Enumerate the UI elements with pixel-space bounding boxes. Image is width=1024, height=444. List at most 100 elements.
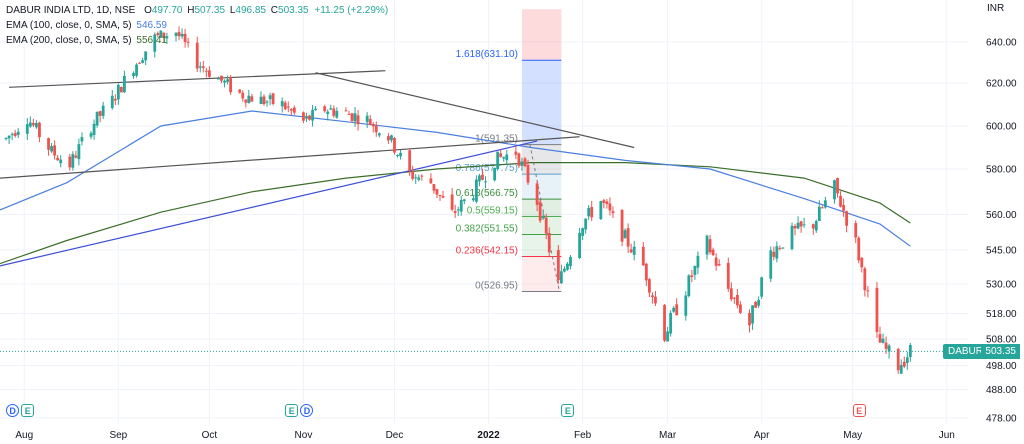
- candle-body: [314, 108, 317, 111]
- earnings-event-icon[interactable]: E: [561, 404, 575, 417]
- ema200-line: [0, 162, 911, 265]
- candle-body: [760, 277, 764, 297]
- fib-level-label: 0.236(542.15): [456, 245, 518, 256]
- candle-body: [863, 268, 867, 291]
- candle-body: [74, 155, 78, 158]
- candle-body: [663, 304, 666, 341]
- candle-body: [757, 299, 761, 306]
- candle-body: [68, 156, 72, 168]
- candle-body: [28, 122, 32, 127]
- candle-body: [578, 232, 581, 258]
- x-tick-label: Nov: [295, 430, 313, 441]
- candle-body: [305, 116, 308, 119]
- legend-ema200-row[interactable]: EMA (200, close, 0, SMA, 5) 556.41: [6, 33, 388, 48]
- candle-body: [666, 331, 669, 342]
- y-tick-label: 560.00: [986, 210, 1017, 221]
- candle-body: [438, 195, 442, 197]
- candle-body: [153, 34, 157, 52]
- candle-body: [396, 155, 399, 157]
- x-tick-label: Jun: [939, 430, 955, 441]
- trend-line[interactable]: [0, 140, 538, 267]
- candle-body: [456, 209, 460, 211]
- candle-body: [729, 288, 733, 300]
- candle-body: [581, 228, 585, 236]
- candle-body: [393, 138, 396, 153]
- candle-body: [781, 247, 785, 249]
- y-tick-label: 508.00: [986, 335, 1017, 346]
- candle-body: [751, 305, 754, 324]
- candle-body: [505, 154, 509, 161]
- candle-body: [217, 78, 220, 80]
- candle-body: [289, 109, 293, 111]
- dividend-event-icon[interactable]: D: [6, 404, 20, 417]
- symbol-label[interactable]: DABUR INDIA LTD, 1D, NSE: [6, 5, 136, 16]
- candle-body: [201, 66, 205, 68]
- trend-line[interactable]: [9, 70, 386, 88]
- candle-body: [459, 200, 463, 212]
- candle-body: [693, 266, 697, 275]
- candle-body: [502, 157, 506, 159]
- earnings-event-icon[interactable]: E: [852, 404, 866, 417]
- candle-body: [799, 221, 803, 227]
- candle-body: [207, 70, 211, 77]
- candle-body: [420, 175, 424, 177]
- fib-band: [521, 60, 562, 145]
- candle-body: [845, 211, 849, 226]
- candle-body: [165, 36, 169, 39]
- candle-body: [793, 225, 797, 229]
- candle-body: [302, 112, 305, 121]
- fib-level-label: 0.618(566.75): [456, 188, 518, 199]
- candle-body: [329, 108, 333, 110]
- low-key: L: [229, 5, 236, 16]
- earnings-event-icon[interactable]: E: [21, 404, 35, 417]
- fib-trend-line: [529, 144, 560, 292]
- candle-body: [811, 224, 815, 229]
- dividend-event-icon[interactable]: D: [300, 404, 314, 417]
- candle-body: [690, 275, 694, 277]
- candle-body: [708, 239, 712, 253]
- candle-body: [732, 297, 736, 299]
- candle-body: [599, 201, 603, 220]
- candle-body: [748, 312, 751, 326]
- candle-body: [523, 158, 527, 167]
- candle-body: [71, 154, 75, 168]
- trend-line[interactable]: [0, 136, 580, 179]
- fib-level-label: 0.382(551.55): [456, 223, 518, 234]
- ema200-value: 556.41: [136, 35, 167, 46]
- candle-body: [38, 122, 41, 138]
- candle-body: [735, 294, 739, 306]
- candle-body: [123, 75, 126, 93]
- candle-body: [56, 157, 60, 161]
- y-tick-label: 488.00: [986, 385, 1017, 396]
- candle-body: [538, 201, 542, 221]
- candle-body: [132, 73, 135, 76]
- x-tick-label: Mar: [659, 430, 677, 441]
- candle-body: [95, 111, 99, 126]
- candle-body: [4, 137, 8, 139]
- candle-body: [514, 151, 518, 155]
- candle-body: [159, 30, 163, 38]
- trend-line[interactable]: [315, 72, 635, 149]
- candle-body: [432, 184, 436, 191]
- candle-body: [796, 222, 800, 229]
- fib-band: [521, 256, 562, 292]
- candle-body: [144, 51, 148, 61]
- candle-body: [842, 205, 845, 211]
- candle-body: [908, 344, 912, 358]
- candle-body: [717, 263, 721, 266]
- candle-body: [569, 256, 572, 267]
- candle-body: [374, 125, 378, 133]
- ema100-line: [0, 110, 911, 247]
- candle-body: [411, 171, 415, 179]
- candle-body: [98, 111, 102, 116]
- candle-body: [53, 145, 57, 156]
- earnings-event-icon[interactable]: E: [285, 404, 299, 417]
- candle-body: [626, 228, 630, 247]
- ema200-label: EMA (200, close, 0, SMA, 5): [6, 35, 132, 46]
- candle-body: [429, 178, 433, 184]
- x-tick-label: Aug: [15, 430, 33, 441]
- candle-body: [80, 137, 84, 142]
- legend-ema100-row[interactable]: EMA (100, close, 0, SMA, 5) 546.59: [6, 18, 388, 33]
- legend: DABUR INDIA LTD, 1D, NSE O497.70 H507.35…: [6, 3, 388, 48]
